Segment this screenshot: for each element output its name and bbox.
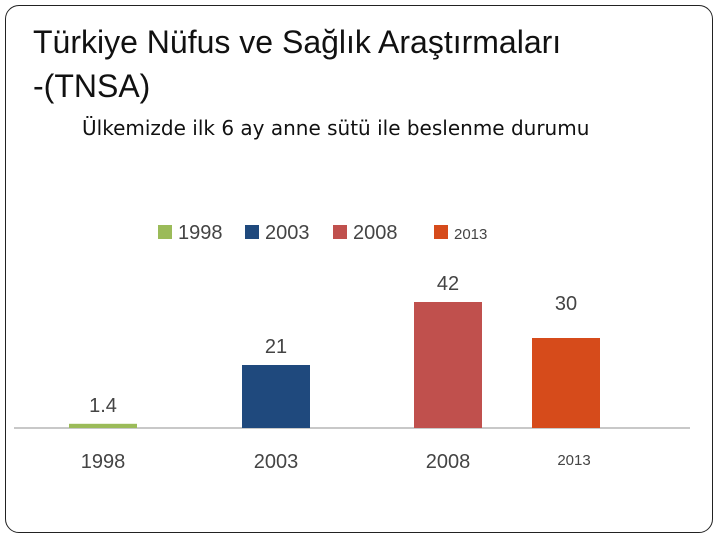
- legend-swatch-2008: [333, 225, 347, 239]
- legend-swatch-2013: [434, 225, 448, 239]
- bar-1998: [69, 423, 137, 428]
- legend-label-2008: 2008: [353, 222, 398, 244]
- category-label-2003: 2003: [254, 451, 299, 473]
- value-label-2003: 21: [265, 336, 287, 358]
- slide-frame: [5, 5, 713, 533]
- title-line-1: Türkiye Nüfus ve Sağlık Araştırmaları: [33, 24, 562, 60]
- slide-title: Türkiye Nüfus ve Sağlık Araştırmaları -(…: [33, 20, 561, 108]
- category-label-2008: 2008: [426, 451, 471, 473]
- legend-label-2003: 2003: [265, 222, 310, 244]
- category-label-2013: 2013: [557, 452, 590, 469]
- value-label-2013: 30: [555, 293, 577, 315]
- bar-2003: [242, 365, 310, 428]
- bar-2013: [532, 338, 600, 428]
- category-label-1998: 1998: [81, 451, 126, 473]
- title-line-2: -(TNSA): [33, 68, 151, 104]
- legend-swatch-1998: [158, 225, 172, 239]
- legend-label-1998: 1998: [178, 222, 223, 244]
- value-label-2008: 42: [437, 273, 459, 295]
- slide-subtitle: Ülkemizde ilk 6 ay anne sütü ile beslenm…: [82, 116, 590, 140]
- bar-2008: [414, 302, 482, 428]
- legend-swatch-2003: [245, 225, 259, 239]
- value-label-1998: 1.4: [89, 395, 117, 417]
- legend-label-2013: 2013: [454, 226, 487, 243]
